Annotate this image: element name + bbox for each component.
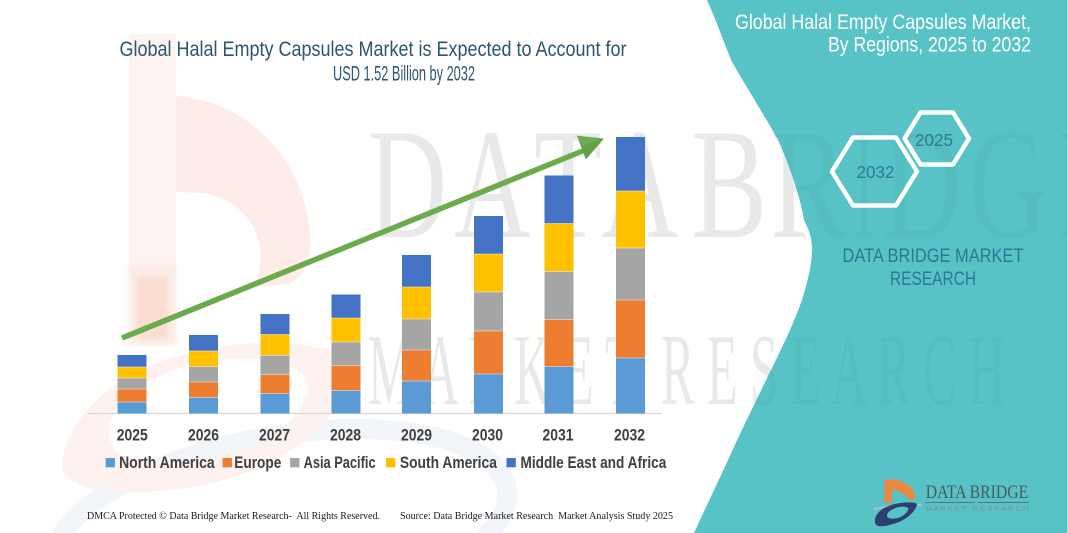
svg-text:2027: 2027 <box>259 426 290 445</box>
svg-text:Middle East and Africa: Middle East and Africa <box>521 453 667 472</box>
svg-text:By Regions, 2025 to 2032: By Regions, 2025 to 2032 <box>828 34 1031 57</box>
svg-text:2026: 2026 <box>188 426 219 445</box>
svg-text:2025: 2025 <box>915 130 953 150</box>
svg-text:2032: 2032 <box>857 162 895 182</box>
svg-text:Global Halal Empty Capsules Ma: Global Halal Empty Capsules Market, <box>735 11 1031 34</box>
svg-text:2031: 2031 <box>543 426 574 445</box>
svg-text:2028: 2028 <box>330 426 361 445</box>
svg-text:Source: Data Bridge Market Res: Source: Data Bridge Market Research Mark… <box>400 510 673 522</box>
svg-text:South America: South America <box>400 453 497 472</box>
svg-text:USD 1.52 Billion by 2032: USD 1.52 Billion by 2032 <box>333 63 475 86</box>
svg-text:Europe: Europe <box>234 453 281 472</box>
svg-text:DATA BRIDGE: DATA BRIDGE <box>926 483 1029 503</box>
svg-text:DMCA Protected © Data Bridge M: DMCA Protected © Data Bridge Market Rese… <box>87 510 380 522</box>
svg-text:Global Halal Empty Capsules Ma: Global Halal Empty Capsules Market is Ex… <box>120 38 627 61</box>
svg-text:2030: 2030 <box>472 426 503 445</box>
svg-text:2025: 2025 <box>117 426 148 445</box>
svg-text:B: B <box>692 97 768 272</box>
svg-text:Asia Pacific: Asia Pacific <box>304 453 376 472</box>
svg-text:RESEARCH: RESEARCH <box>890 269 976 290</box>
svg-text:DATA BRIDGE MARKET: DATA BRIDGE MARKET <box>843 246 1024 267</box>
svg-text:E: E <box>1058 97 1067 272</box>
svg-text:2032: 2032 <box>614 426 645 445</box>
svg-text:2029: 2029 <box>401 426 432 445</box>
svg-text:D: D <box>368 97 447 272</box>
svg-text:M A R K E T R E S E A R C H: M A R K E T R E S E A R C H <box>926 506 1029 513</box>
svg-text:North America: North America <box>119 453 215 472</box>
